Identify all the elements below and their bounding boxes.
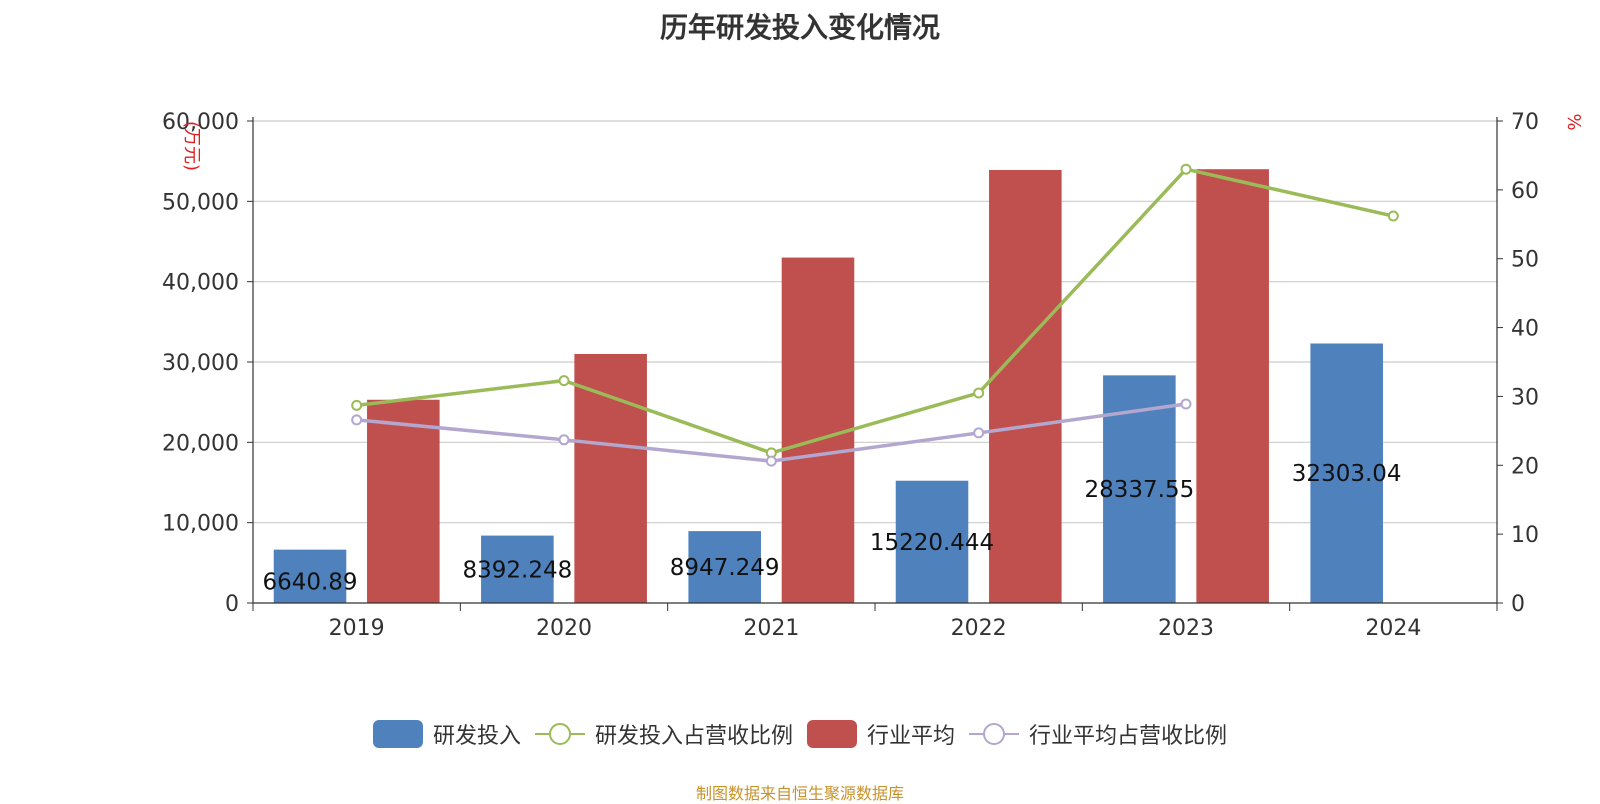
point-industry-ratio — [351, 414, 363, 426]
bar-rd-2019 — [273, 549, 347, 603]
point-rd-ratio — [1387, 210, 1399, 222]
right-tick-label: 20 — [1511, 454, 1539, 479]
bar-industry-2019 — [367, 399, 440, 603]
left-tick-label: 10,000 — [162, 512, 239, 537]
x-tick-label: 2020 — [536, 616, 592, 641]
right-tick-label: 50 — [1511, 248, 1539, 273]
left-tick-label: 40,000 — [162, 271, 239, 296]
point-industry-ratio — [1180, 398, 1192, 410]
legend-label-rd-ratio: 研发投入占营收比例 — [594, 724, 793, 749]
legend-item-rd[interactable]: 研发投入 — [372, 718, 521, 750]
bar-rd-2020 — [481, 535, 554, 603]
legend-item-rd-ratio[interactable]: 研发投入占营收比例 — [534, 718, 793, 750]
legend-label-rd: 研发投入 — [432, 724, 521, 749]
legend-swatch-industry — [807, 720, 857, 748]
legend-item-industry-ratio[interactable]: 行业平均占营收比例 — [969, 718, 1227, 750]
data-label-rd: 8947.249 — [670, 555, 780, 581]
bar-industry-2023 — [1196, 169, 1269, 603]
x-tick-label: 2024 — [1365, 616, 1421, 641]
chart-title: 历年研发投入变化情况 — [659, 11, 940, 44]
bar-rd-2021 — [688, 531, 761, 603]
bar-industry-2022 — [989, 170, 1062, 603]
left-tick-label: 60,000 — [162, 110, 239, 135]
bar-industry-2021 — [781, 257, 855, 603]
left-axis-unit: (万元) — [181, 121, 202, 171]
data-source-note: 制图数据来自恒生聚源数据库 — [695, 784, 904, 803]
point-rd-ratio — [973, 387, 985, 399]
legend-label-industry-ratio: 行业平均占营收比例 — [1029, 724, 1228, 749]
right-tick-label: 60 — [1511, 179, 1539, 204]
legend-swatch-industry-ratio — [969, 723, 1020, 745]
right-tick-label: 30 — [1511, 385, 1539, 410]
gridlines — [253, 120, 1497, 524]
x-tick-label: 2023 — [1158, 616, 1214, 641]
line-series — [351, 163, 1399, 467]
bar-rd-2024 — [1310, 343, 1383, 603]
bar-rd-2022 — [895, 480, 969, 603]
x-tick-label: 2022 — [951, 616, 1007, 641]
left-tick-label: 0 — [225, 592, 239, 617]
point-rd-ratio — [351, 399, 363, 411]
data-label-rd: 8392.248 — [462, 557, 572, 583]
right-tick-label: 70 — [1511, 110, 1539, 135]
point-rd-ratio — [558, 375, 570, 387]
right-tick-label: 0 — [1511, 592, 1525, 617]
data-labels: 6640.89 8392.248 8947.249 15220.444 28337.55… — [262, 461, 1401, 595]
x-tick-label: 2019 — [329, 616, 385, 641]
line-rd-ratio — [356, 167, 1394, 455]
bar-series — [273, 169, 1383, 603]
legend-swatch-rd — [372, 720, 423, 748]
legend-label-industry: 行业平均 — [867, 724, 956, 749]
bar-industry-2020 — [574, 353, 647, 603]
data-label-rd: 28337.55 — [1084, 477, 1194, 503]
right-tick-label: 40 — [1511, 317, 1539, 342]
legend-item-industry[interactable]: 行业平均 — [807, 718, 955, 750]
point-industry-ratio — [765, 455, 777, 467]
left-tick-label: 20,000 — [162, 431, 239, 456]
chart-canvas: 6640.89 8392.248 8947.249 15220.444 28337.55… — [162, 110, 1584, 641]
axes: 0 10,000 20,000 30,000 40,000 50,000 60,000 0 10… — [162, 110, 1584, 641]
legend: 研发投入 研发投入占营收比例 行业平均 行业平均占营收比例 — [0, 718, 1600, 750]
legend-swatch-rd-ratio — [534, 723, 585, 745]
right-axis-unit: % — [1563, 113, 1584, 130]
left-tick-label: 50,000 — [162, 190, 239, 215]
data-label-rd: 15220.444 — [870, 530, 994, 556]
point-industry-ratio — [973, 427, 985, 439]
point-industry-ratio — [558, 434, 570, 446]
right-tick-label: 10 — [1511, 523, 1539, 548]
point-rd-ratio — [1180, 163, 1192, 175]
data-label-rd: 6640.89 — [262, 570, 357, 596]
left-tick-label: 30,000 — [162, 351, 239, 376]
x-tick-label: 2021 — [743, 616, 799, 641]
data-label-rd: 32303.04 — [1292, 461, 1402, 487]
